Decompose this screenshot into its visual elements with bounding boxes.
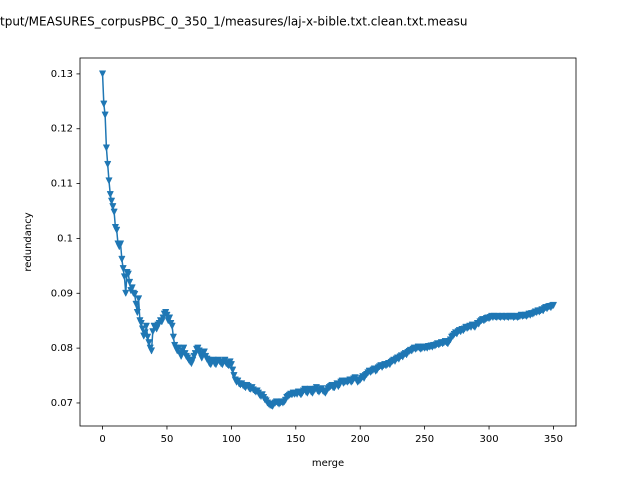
marker [138, 325, 147, 333]
marker [142, 322, 150, 330]
marker [124, 270, 132, 278]
marker [141, 329, 149, 337]
marker [132, 300, 140, 309]
y-tick-label: 0.08 [51, 343, 73, 354]
marker [133, 309, 141, 317]
marker [147, 347, 156, 355]
marker [113, 226, 121, 234]
y-tick-label: 0.1 [57, 233, 73, 244]
marker [149, 328, 157, 336]
marker [200, 348, 208, 356]
marker [98, 70, 107, 78]
marker [137, 319, 145, 328]
marker [144, 333, 152, 341]
marker [165, 314, 174, 322]
x-tick-label: 0 [99, 434, 105, 445]
marker [106, 191, 114, 199]
marker [180, 344, 188, 352]
marker [125, 278, 134, 287]
marker [119, 265, 127, 273]
chart-title: tput/MEASURES_corpusPBC_0_350_1/measures… [0, 15, 468, 29]
marker [116, 240, 125, 248]
marker [110, 208, 118, 216]
marker [122, 289, 130, 298]
marker [169, 333, 178, 341]
marker [128, 284, 136, 292]
x-tick-label: 300 [479, 434, 498, 445]
marker [229, 366, 237, 374]
y-tick-label: 0.12 [51, 124, 73, 135]
marker [120, 273, 129, 281]
y-tick-label: 0.09 [51, 288, 73, 299]
marker [135, 295, 143, 303]
marker [102, 144, 111, 152]
x-tick-label: 200 [351, 434, 370, 445]
y-axis-label: redundancy [23, 212, 34, 271]
x-tick-label: 150 [286, 434, 305, 445]
marker [107, 197, 116, 205]
marker [227, 361, 235, 369]
y-tick-label: 0.11 [51, 179, 73, 190]
x-tick-label: 100 [222, 434, 241, 445]
marker [118, 255, 126, 264]
marker [101, 111, 109, 119]
x-axis-label: merge [312, 458, 344, 469]
marker [131, 290, 139, 299]
y-tick-label: 0.13 [51, 69, 73, 80]
x-tick-label: 50 [161, 434, 174, 445]
marker [105, 177, 113, 185]
marker [168, 322, 176, 330]
marker [109, 203, 117, 211]
marker [145, 339, 153, 347]
marker [230, 372, 238, 380]
plot-frame [79, 57, 577, 427]
y-tick-label: 0.07 [51, 398, 73, 409]
marker [104, 160, 112, 169]
marker [549, 301, 558, 310]
marker [177, 352, 185, 361]
x-tick-label: 350 [544, 434, 563, 445]
marker [100, 100, 108, 108]
x-tick-label: 250 [415, 434, 434, 445]
